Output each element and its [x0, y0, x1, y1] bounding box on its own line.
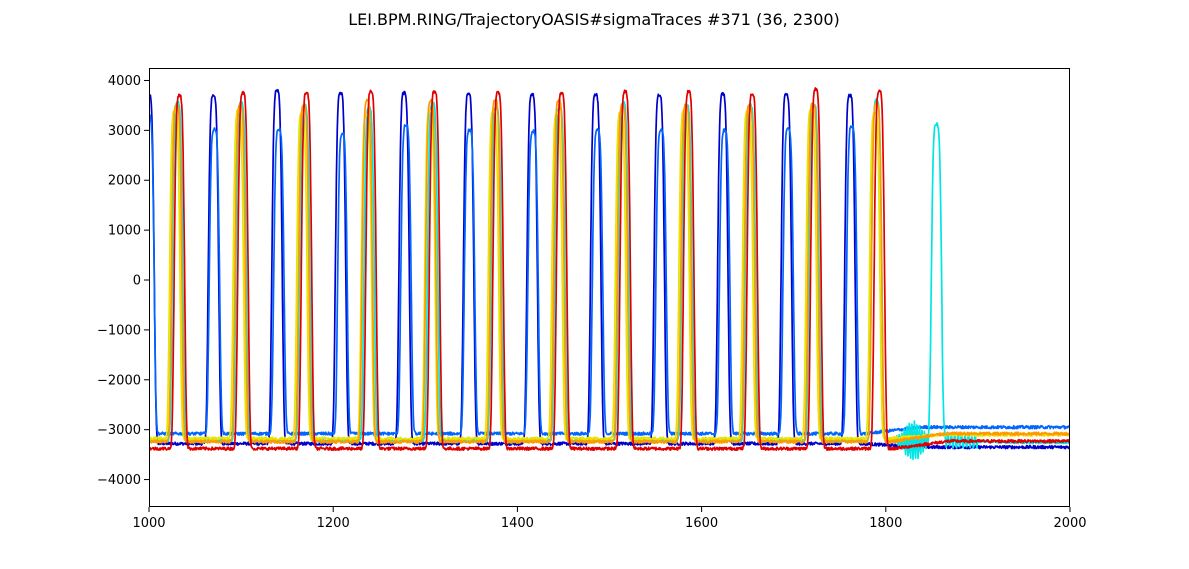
y-tick-label: 0: [133, 274, 141, 289]
y-tick-label: −2000: [97, 373, 141, 388]
plot-frame: [149, 68, 1070, 507]
y-tick-label: −1000: [97, 323, 141, 338]
x-axis: 1000 1200 1400 1600 1800 2000: [132, 507, 1087, 531]
y-tick-label: −4000: [97, 473, 141, 488]
chart-title: LEI.BPM.RING/TrajectoryOASIS#sigmaTraces…: [348, 10, 840, 29]
x-tick-label: 2000: [1053, 516, 1086, 531]
y-tick-label: 3000: [108, 124, 141, 139]
trace-line-6: [149, 87, 1070, 451]
y-tick-label: −3000: [97, 423, 141, 438]
x-tick-label: 1600: [685, 516, 718, 531]
x-tick-label: 1400: [501, 516, 534, 531]
trace-line-3: [149, 98, 1070, 461]
y-tick-label: 4000: [108, 74, 141, 89]
trace-line-5: [149, 98, 1070, 444]
plot-traces: [149, 87, 1070, 461]
y-tick-label: 2000: [108, 174, 141, 189]
x-tick-label: 1200: [317, 516, 350, 531]
y-axis: 4000 3000 2000 1000 0 −1000 −2000 −3000 −4000: [97, 74, 149, 488]
x-tick-label: 1800: [869, 516, 902, 531]
y-tick-label: 1000: [108, 224, 141, 239]
x-tick-label: 1000: [132, 516, 165, 531]
